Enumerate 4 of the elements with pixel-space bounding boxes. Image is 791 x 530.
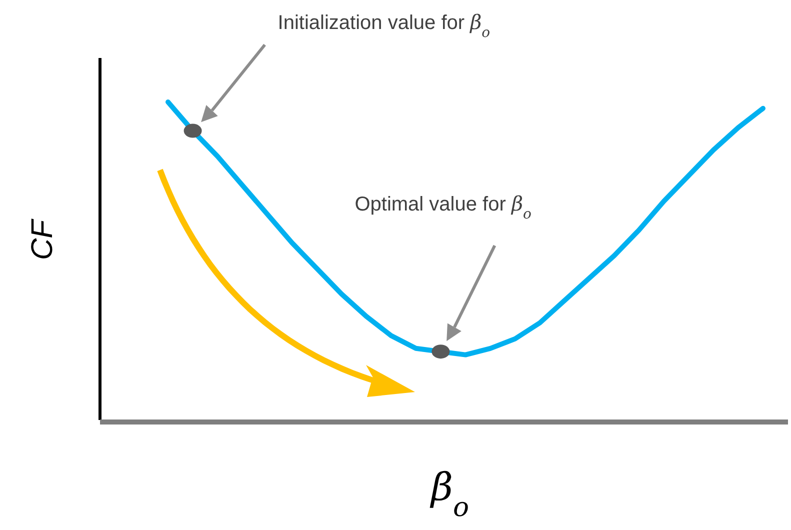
y-axis-title: CF [26,218,59,260]
annotation: Optimal value for β$_{o}$ [354,192,532,223]
x-axis-title: β$_{o}$ [429,465,469,522]
text: Initialization value for β$_{o}$ [278,10,490,41]
